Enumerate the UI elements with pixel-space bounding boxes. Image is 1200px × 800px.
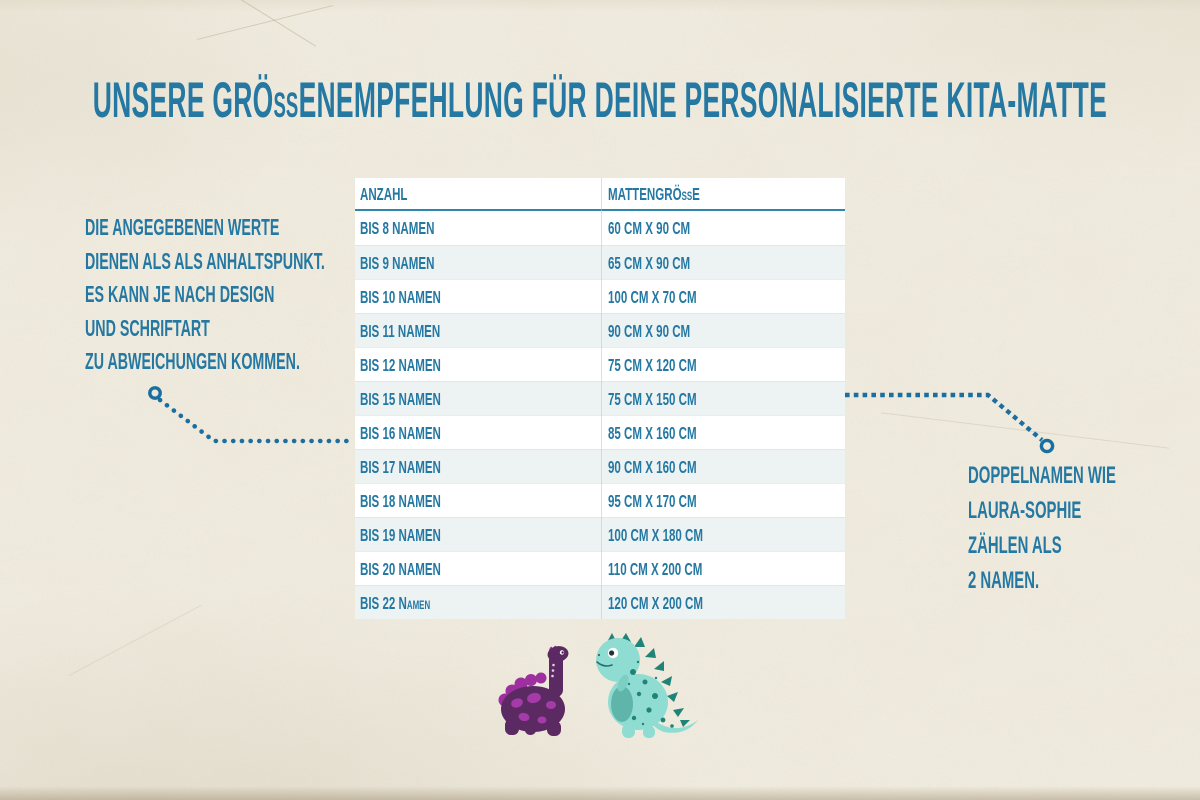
cell-mattengroesse: 65 CM X 90 CM <box>608 253 691 273</box>
cell-mattengroesse: 120 CM X 200 CM <box>608 593 704 613</box>
cell-mattengroesse: 100 CM X 70 CM <box>608 287 697 307</box>
cell-mattengroesse: 90 CM X 160 CM <box>608 457 697 477</box>
teal-dinosaur-illustration <box>596 633 698 738</box>
teal-dino-spots <box>627 660 674 728</box>
table-row: BIS 17 NAMEN 90 CM X 160 CM <box>355 449 845 483</box>
cell-anzahl: BIS 17 NAMEN <box>360 457 441 477</box>
table-row: BIS 22 Namen 120 CM X 200 CM <box>355 585 845 619</box>
right-note-line: 2 NAMEN. <box>968 567 1040 594</box>
right-callout-connector <box>845 392 1055 454</box>
column-divider <box>601 178 602 619</box>
cell-mattengroesse: 75 CM X 150 CM <box>608 389 697 409</box>
cell-anzahl: BIS 9 NAMEN <box>360 253 435 273</box>
cell-anzahl: BIS 11 NAMEN <box>360 321 441 341</box>
cell-anzahl: BIS 12 NAMEN <box>360 355 441 375</box>
left-note-line: DIE ANGEGEBENEN WERTE <box>85 214 280 240</box>
cell-anzahl: BIS 8 NAMEN <box>360 218 435 238</box>
paper-scratch <box>213 0 317 47</box>
purple-dino-body <box>501 686 565 732</box>
purple-dino-leg <box>505 719 519 735</box>
cell-mattengroesse: 60 CM X 90 CM <box>608 218 691 238</box>
size-table: ANZAHL MATTENGRÖßE BIS 8 NAMEN 60 CM X 9… <box>355 178 845 619</box>
paper-scratch <box>196 5 334 40</box>
teal-dino-leg <box>622 724 635 738</box>
left-note-line: UND SCHRIFTART <box>85 314 210 341</box>
right-note-line: DOPPELNAMEN WIE <box>968 462 1116 489</box>
left-note-line: ES KANN JE NACH DESIGN <box>85 281 275 307</box>
table-header-anzahl: ANZAHL <box>360 184 408 204</box>
purple-dino-neck <box>549 653 563 697</box>
table-row: BIS 18 NAMEN 95 CM X 170 CM <box>355 483 845 517</box>
purple-dinosaur-illustration <box>498 645 569 736</box>
cell-mattengroesse: 95 CM X 170 CM <box>608 491 697 511</box>
table-row: BIS 10 NAMEN 100 CM X 70 CM <box>355 279 845 313</box>
cell-mattengroesse: 90 CM X 90 CM <box>608 321 691 341</box>
paper-scratch <box>68 604 202 677</box>
cell-mattengroesse: 100 CM X 180 CM <box>608 525 704 545</box>
cell-anzahl: BIS 16 NAMEN <box>360 423 441 443</box>
cell-anzahl: BIS 20 NAMEN <box>360 559 441 579</box>
right-note: DOPPELNAMEN WIE LAURA-SOPHIE ZÄHLEN ALS … <box>968 458 1200 598</box>
teal-dino-pupil <box>609 650 615 656</box>
table-row: BIS 11 NAMEN 90 CM X 90 CM <box>355 313 845 347</box>
table-row: BIS 20 NAMEN 110 CM X 200 CM <box>355 551 845 585</box>
teal-dino-head <box>596 638 640 682</box>
table-row: BIS 12 NAMEN 75 CM X 120 CM <box>355 347 845 381</box>
cell-anzahl: BIS 10 NAMEN <box>360 287 441 307</box>
teal-dino-belly <box>611 686 633 722</box>
page-title: UNSERE GRÖßENEMPFEHLUNG FÜR DEINE PERSON… <box>0 72 1200 128</box>
left-note-line: ZU ABWEICHUNGEN KOMMEN. <box>85 348 300 374</box>
cell-anzahl: BIS 22 Namen <box>360 593 431 613</box>
table-row: BIS 9 NAMEN 65 CM X 90 CM <box>355 245 845 279</box>
table-body: BIS 8 NAMEN 60 CM X 90 CM BIS 9 NAMEN 65… <box>355 211 845 619</box>
teal-dino-leg <box>643 726 655 738</box>
teal-dino-nostril <box>597 653 601 657</box>
left-callout-connector <box>148 386 355 444</box>
table-header-row: ANZAHL MATTENGRÖßE <box>355 178 845 211</box>
teal-dino-arm <box>617 674 629 692</box>
table-header-mattengroesse: MATTENGRÖßE <box>608 184 700 204</box>
page-title-text: UNSERE GRÖßENEMPFEHLUNG FÜR DEINE PERSON… <box>92 72 1108 128</box>
purple-dino-leg <box>525 723 536 735</box>
purple-dino-head <box>547 646 569 662</box>
teal-dino-smile <box>596 661 613 667</box>
right-note-line: ZÄHLEN ALS <box>968 532 1062 559</box>
purple-dino-neck-dots <box>551 663 555 678</box>
teal-dino-tail <box>648 716 698 733</box>
purple-dino-leg <box>547 721 561 736</box>
purple-dino-pupil <box>561 651 564 654</box>
purple-dino-spots <box>511 692 556 724</box>
cell-mattengroesse: 75 CM X 120 CM <box>608 355 697 375</box>
paper-scratch <box>881 412 1169 449</box>
cell-mattengroesse: 110 CM X 200 CM <box>608 559 703 579</box>
table-row: BIS 15 NAMEN 75 CM X 150 CM <box>355 381 845 415</box>
right-note-line: LAURA-SOPHIE <box>968 497 1082 524</box>
left-note-line: DIENEN ALS ALS ANHALTSPUNKT. <box>85 247 325 274</box>
cell-anzahl: BIS 19 NAMEN <box>360 525 441 545</box>
cell-anzahl: BIS 18 NAMEN <box>360 491 441 511</box>
table-row: BIS 8 NAMEN 60 CM X 90 CM <box>355 211 845 245</box>
cell-mattengroesse: 85 CM X 160 CM <box>608 423 697 443</box>
left-note: DIE ANGEGEBENEN WERTE DIENEN ALS ALS ANH… <box>85 211 472 379</box>
table-row: BIS 19 NAMEN 100 CM X 180 CM <box>355 517 845 551</box>
table-row: BIS 16 NAMEN 85 CM X 160 CM <box>355 415 845 449</box>
cell-anzahl: BIS 15 NAMEN <box>360 389 441 409</box>
